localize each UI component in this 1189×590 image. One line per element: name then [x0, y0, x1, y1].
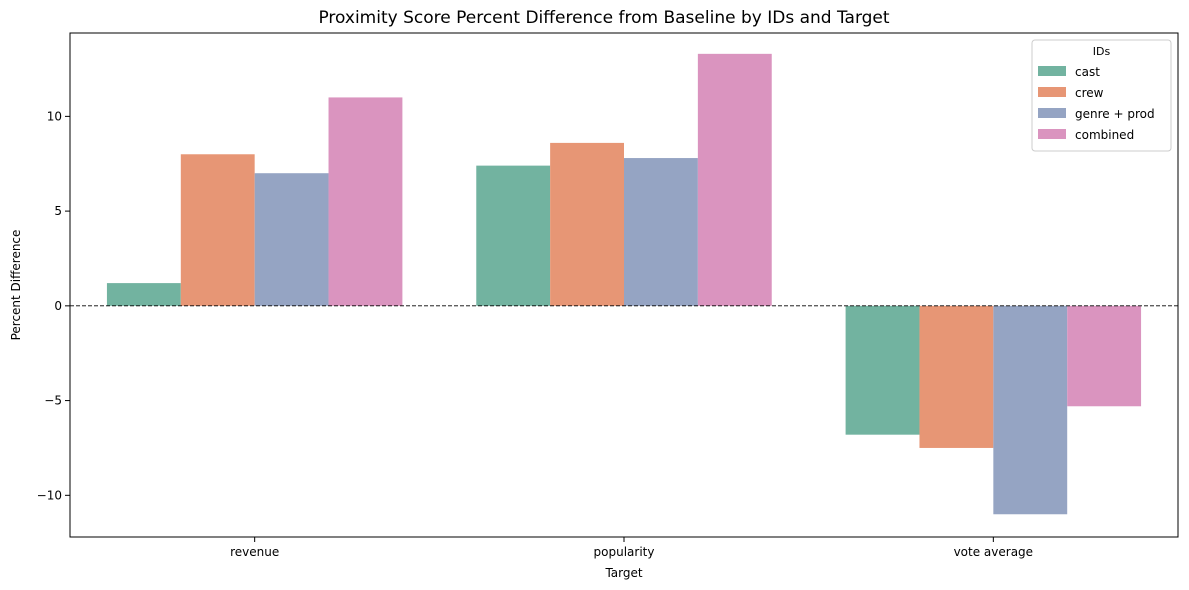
legend-swatch — [1038, 108, 1066, 118]
x-tick-label: vote average — [954, 545, 1033, 559]
bar-genre-prod-popularity — [624, 158, 698, 306]
y-axis: −10 −5 0 5 10 — [37, 109, 70, 502]
legend: IDs cast crew genre + prod combined — [1031, 39, 1172, 152]
y-tick-label: 10 — [47, 109, 62, 123]
bar-combined-vote-average — [1067, 305, 1142, 407]
legend-title: IDs — [1093, 45, 1111, 58]
y-tick-label: 5 — [54, 204, 62, 218]
legend-frame — [1031, 39, 1172, 152]
legend-label: crew — [1075, 86, 1104, 100]
bar-genre-prod-revenue — [254, 173, 329, 306]
bar-crew-popularity — [550, 142, 624, 306]
legend-swatch — [1038, 87, 1066, 97]
legend-swatch — [1038, 129, 1066, 139]
bar-cast-revenue — [106, 283, 181, 306]
bar-crew-revenue — [180, 154, 255, 306]
legend-label: genre + prod — [1075, 107, 1155, 121]
bar-combined-popularity — [697, 53, 772, 306]
x-tick-label: revenue — [230, 545, 279, 559]
bar-crew-vote-average — [919, 305, 994, 448]
bar-genre-prod-vote-average — [993, 305, 1068, 515]
bar-cast-vote-average — [845, 305, 920, 435]
y-tick-label: −10 — [37, 488, 62, 502]
y-tick-label: 0 — [54, 299, 62, 313]
x-axis-label: Target — [604, 566, 642, 580]
x-tick-label: popularity — [594, 545, 655, 559]
x-axis: revenue popularity vote average — [230, 537, 1033, 559]
bar-combined-revenue — [328, 97, 403, 306]
plot-area — [70, 53, 1178, 515]
chart-title: Proximity Score Percent Difference from … — [318, 8, 889, 28]
y-tick-label: −5 — [44, 394, 62, 408]
legend-label: cast — [1075, 65, 1100, 79]
y-axis-label: Percent Difference — [9, 230, 23, 341]
bar-cast-popularity — [476, 165, 551, 306]
legend-label: combined — [1075, 128, 1134, 142]
legend-swatch — [1038, 66, 1066, 76]
